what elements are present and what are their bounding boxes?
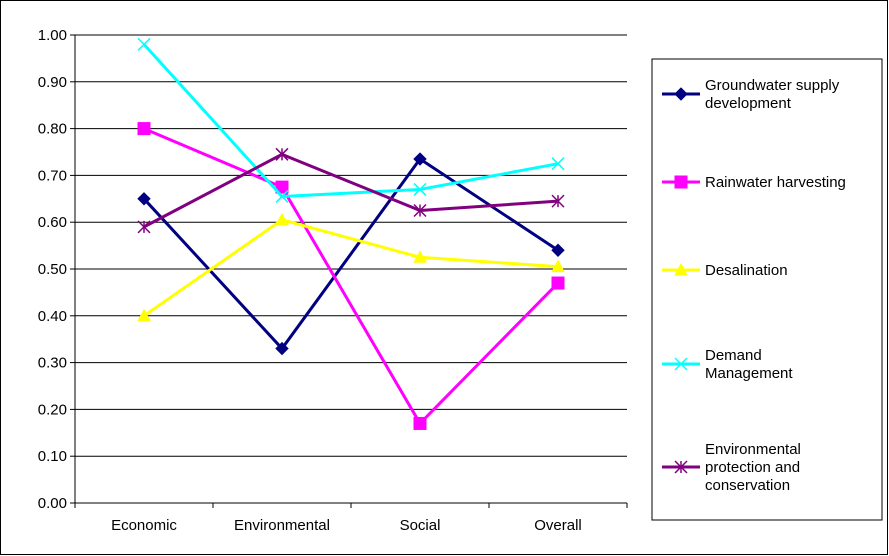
legend-item: Desalination bbox=[662, 262, 788, 279]
data-point bbox=[275, 341, 289, 356]
data-point-stroke bbox=[275, 189, 289, 203]
data-point-stroke bbox=[413, 182, 427, 196]
data-point bbox=[137, 308, 151, 322]
series-line bbox=[142, 43, 559, 198]
data-point bbox=[137, 220, 151, 234]
data-point bbox=[275, 180, 289, 194]
y-tick-label: 0.60 bbox=[38, 214, 67, 231]
data-point bbox=[551, 276, 565, 290]
series-lines bbox=[137, 37, 565, 430]
y-tick-label: 0.20 bbox=[38, 401, 67, 418]
legend-label: Management bbox=[705, 365, 793, 382]
data-point bbox=[413, 182, 427, 196]
legend-marker bbox=[674, 357, 688, 371]
series-line bbox=[143, 218, 559, 318]
legend-item: Rainwater harvesting bbox=[662, 174, 846, 191]
y-tick-label: 0.40 bbox=[38, 308, 67, 325]
x-tick-label: Economic bbox=[111, 517, 177, 534]
y-tick-label: 0.90 bbox=[38, 74, 67, 91]
x-tick-label: Overall bbox=[534, 517, 582, 534]
y-tick-label: 0.50 bbox=[38, 261, 67, 278]
legend-label: development bbox=[705, 95, 792, 112]
data-point-stroke bbox=[137, 37, 151, 51]
x-tick-label: Social bbox=[400, 517, 441, 534]
series-5 bbox=[137, 147, 565, 234]
series-3 bbox=[137, 212, 565, 322]
data-point bbox=[413, 250, 427, 263]
y-tick-label: 0.70 bbox=[38, 167, 67, 184]
data-point bbox=[413, 203, 427, 218]
data-point-stroke bbox=[551, 157, 565, 171]
data-point bbox=[137, 192, 151, 206]
series-2 bbox=[137, 122, 565, 430]
legend-label: Environmental bbox=[705, 441, 801, 458]
legend-label: Demand bbox=[705, 347, 762, 364]
legend-box bbox=[651, 58, 883, 521]
series-line bbox=[143, 152, 559, 229]
legend-marker-stroke bbox=[674, 357, 688, 371]
legend-label: Groundwater supply bbox=[705, 77, 840, 94]
y-tick-label: 0.00 bbox=[38, 495, 67, 512]
gridlines bbox=[75, 34, 627, 457]
legend-marker bbox=[674, 87, 688, 101]
legend-label: protection and bbox=[705, 459, 800, 476]
legend-marker bbox=[674, 175, 688, 189]
data-point bbox=[275, 212, 289, 226]
axes: 0.00 0.10 0.20 0.30 0.40 0.50 0.60 0.70 0.80 0.90… bbox=[38, 27, 628, 534]
data-point bbox=[275, 189, 289, 203]
series-4 bbox=[137, 37, 565, 203]
data-point bbox=[413, 416, 427, 430]
data-point bbox=[551, 259, 565, 273]
data-point bbox=[137, 37, 151, 51]
data-point bbox=[551, 194, 565, 208]
y-tick-label: 0.10 bbox=[38, 448, 67, 465]
series-line bbox=[143, 127, 560, 425]
x-tick-label: Environmental bbox=[234, 517, 330, 534]
y-tick-label: 0.80 bbox=[38, 121, 67, 138]
legend-label: Desalination bbox=[705, 262, 788, 279]
legend-label: Rainwater harvesting bbox=[705, 174, 846, 191]
y-tick-label: 0.30 bbox=[38, 355, 67, 372]
data-point bbox=[413, 152, 427, 166]
legend-label: conservation bbox=[705, 477, 790, 494]
y-tick-label: 1.00 bbox=[38, 27, 67, 44]
data-point bbox=[551, 243, 565, 257]
data-point bbox=[275, 147, 289, 161]
data-point bbox=[551, 157, 565, 171]
legend-marker bbox=[674, 262, 688, 276]
data-point bbox=[137, 122, 151, 136]
legend-marker bbox=[674, 460, 688, 474]
